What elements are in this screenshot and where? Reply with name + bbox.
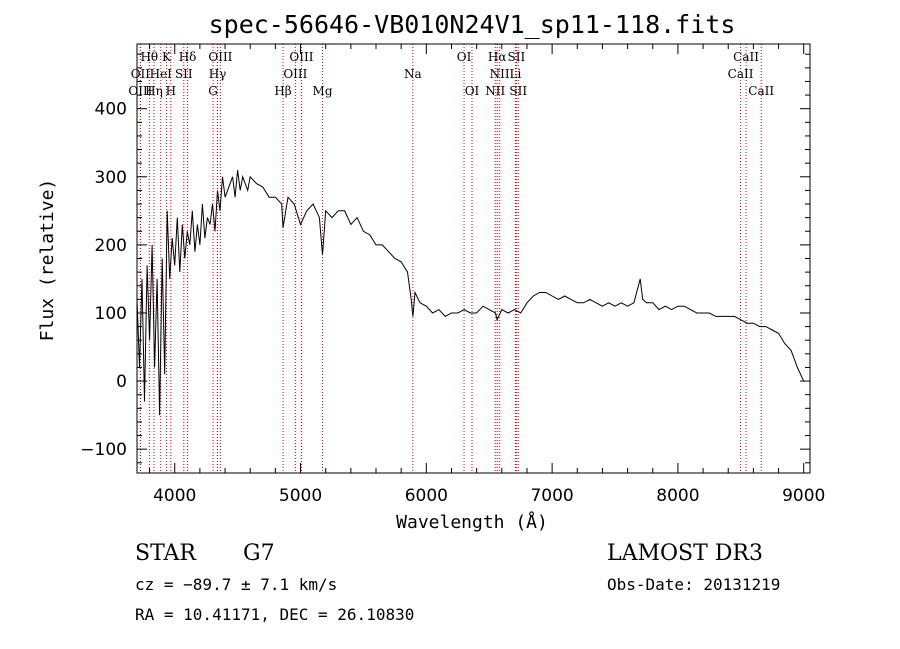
plot-frame xyxy=(136,43,811,474)
x-tick-label: 8000 xyxy=(656,486,699,506)
spectral-line-label: OI xyxy=(457,50,472,64)
spectral-line-label: Li xyxy=(509,67,521,81)
y-tick-label: 100 xyxy=(95,304,127,324)
y-tick-label: 400 xyxy=(95,100,127,120)
spectral-line-label: OI xyxy=(465,84,480,98)
spectral-line-label: Hα xyxy=(488,50,507,64)
x-tick-label: 5000 xyxy=(279,486,322,506)
survey-name: LAMOST DR3 xyxy=(607,541,763,566)
spectral-line-label: CaII xyxy=(748,84,774,98)
x-tick-label: 4000 xyxy=(153,486,196,506)
x-tick-label: 6000 xyxy=(405,486,448,506)
spectral-line-label: CaII xyxy=(728,67,754,81)
spectral-line-label: OIII xyxy=(283,67,307,81)
spectral-line-label: H xyxy=(166,84,176,98)
spectral-line-label: Hγ xyxy=(209,67,227,81)
spectral-line-label: Hδ xyxy=(179,50,197,64)
spectral-line-label: CaII xyxy=(733,50,759,64)
spectral-line-label: Mg xyxy=(313,84,333,98)
y-tick-label: −100 xyxy=(80,440,127,460)
spectral-line-label: Hθ xyxy=(140,50,158,64)
spectral-line-label: Hβ xyxy=(274,84,291,98)
y-axis-label: Flux (relative) xyxy=(37,179,58,342)
spectral-line-label: SII xyxy=(175,67,193,81)
y-tick-label: 200 xyxy=(95,236,127,256)
x-axis: 4000 5000 6000 7000 8000 9000 xyxy=(149,44,825,506)
object-class: STAR xyxy=(135,541,197,566)
spectral-line-label: Hη xyxy=(145,84,163,98)
spectral-line-label: OII xyxy=(131,67,151,81)
x-tick-label: 9000 xyxy=(782,486,825,506)
spectrum-line xyxy=(136,169,805,416)
spectral-line-label: K xyxy=(162,50,172,64)
spectral-line-markers xyxy=(139,44,762,473)
coordinates: RA = 10.41171, DEC = 26.10830 xyxy=(135,605,414,624)
x-tick-label: 7000 xyxy=(530,486,573,506)
spectral-line-label: NII xyxy=(490,67,510,81)
spectral-line-label: OIII xyxy=(289,50,313,64)
spectral-line-label: OIII xyxy=(208,50,232,64)
spectral-line-labels: Hθ OII OIII K HeI Hη Hδ SII H OIII Hγ G Hβ OIII OIII Mg… xyxy=(128,50,774,98)
y-tick-label: 300 xyxy=(95,168,127,188)
redshift-value: cz = −89.7 ± 7.1 km/s xyxy=(135,575,337,594)
spectral-line-label: Na xyxy=(404,67,422,81)
chart-title: spec-56646-VB010N24V1_sp11-118.fits xyxy=(209,10,736,39)
spectral-line-label: SII xyxy=(508,50,526,64)
spectral-line-label: SII xyxy=(509,84,527,98)
observation-date: Obs-Date: 20131219 xyxy=(607,575,780,594)
y-axis: −100 0 100 200 300 400 xyxy=(80,53,810,464)
spectral-line-label: G xyxy=(208,84,218,98)
spectral-line-label: NII xyxy=(485,84,505,98)
x-axis-label: Wavelength (Å) xyxy=(396,511,548,533)
y-tick-label: 0 xyxy=(116,372,127,392)
spectral-line-label: OIII xyxy=(128,84,152,98)
object-subclass: G7 xyxy=(243,541,275,566)
spectral-line-label: HeI xyxy=(150,67,173,81)
